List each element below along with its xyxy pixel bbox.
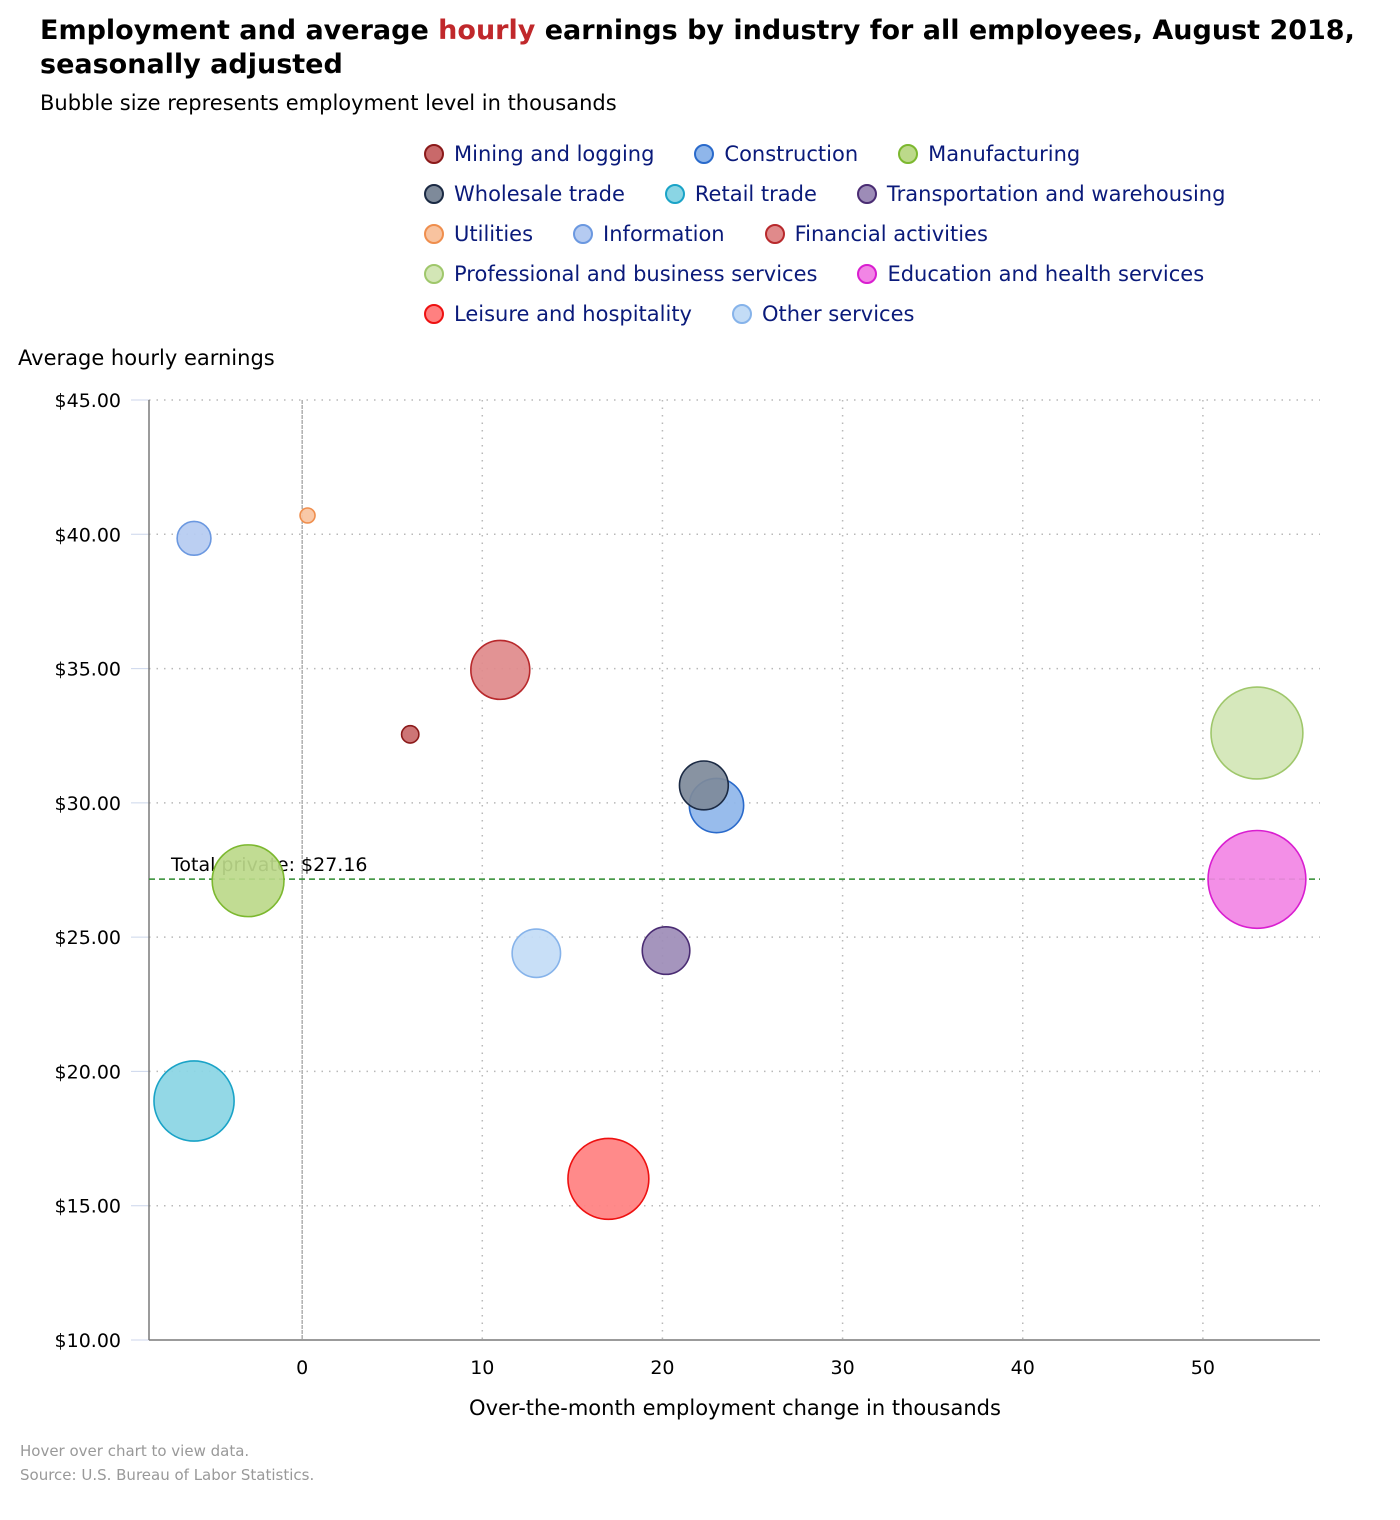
legend-marker bbox=[898, 144, 919, 164]
legend-item-transportation-and-warehousing[interactable]: Transportation and warehousing bbox=[856, 182, 1226, 206]
legend-row: Wholesale trade Retail trade Transportat… bbox=[424, 174, 1384, 214]
x-axis-label: Over-the-month employment change in thou… bbox=[469, 1396, 1001, 1420]
legend-item-other-services[interactable]: Other services bbox=[731, 302, 915, 326]
legend-item-manufacturing[interactable]: Manufacturing bbox=[898, 142, 1080, 166]
legend-label: Retail trade bbox=[694, 182, 817, 206]
bubble-transportation-and-warehousing[interactable] bbox=[641, 925, 691, 976]
title-part-1: Employment and average bbox=[40, 15, 439, 46]
legend-marker bbox=[424, 184, 444, 204]
bubble-leisure-and-hospitality[interactable] bbox=[567, 1137, 650, 1221]
bubble-wholesale-trade[interactable] bbox=[678, 760, 730, 811]
bubble-financial-activities[interactable] bbox=[470, 639, 531, 701]
legend-label: Mining and logging bbox=[454, 142, 655, 166]
x-tick-label: 40 bbox=[1011, 1357, 1035, 1379]
legend-label: Transportation and warehousing bbox=[886, 182, 1226, 206]
legend-label: Education and health services bbox=[887, 262, 1205, 286]
legend-label: Information bbox=[603, 222, 725, 246]
bubble-information[interactable] bbox=[176, 520, 212, 557]
legend-label: Utilities bbox=[454, 222, 534, 246]
bubble-education-and-health-services[interactable] bbox=[1207, 829, 1307, 930]
bubble-manufacturing[interactable] bbox=[211, 844, 285, 918]
legend-item-professional-and-business-services[interactable]: Professional and business services bbox=[424, 262, 817, 286]
legend-item-education-and-health-services[interactable]: Education and health services bbox=[857, 262, 1204, 286]
legend-marker bbox=[424, 304, 444, 324]
bubble-other-services[interactable] bbox=[511, 928, 562, 979]
legend-marker bbox=[664, 184, 685, 204]
legend-marker bbox=[764, 224, 785, 244]
legend-row: Leisure and hospitality Other services bbox=[424, 294, 1384, 334]
legend-item-wholesale-trade[interactable]: Wholesale trade bbox=[424, 182, 625, 206]
y-tick-label: $10.00 bbox=[55, 1330, 121, 1352]
legend-item-financial-activities[interactable]: Financial activities bbox=[764, 222, 988, 246]
legend-item-leisure-and-hospitality[interactable]: Leisure and hospitality bbox=[424, 302, 692, 326]
y-tick-label: $40.00 bbox=[55, 524, 121, 546]
x-tick-label: 50 bbox=[1191, 1357, 1215, 1379]
legend-marker bbox=[424, 144, 444, 164]
legend-row: Utilities Information Financial activiti… bbox=[424, 214, 1384, 254]
x-tick-label: 0 bbox=[296, 1357, 308, 1379]
y-tick-label: $45.00 bbox=[55, 390, 121, 412]
legend-marker bbox=[694, 144, 715, 164]
legend-marker bbox=[424, 224, 444, 244]
chart-title: Employment and average hourly earnings b… bbox=[40, 14, 1390, 82]
bubble-mining-and-logging[interactable] bbox=[400, 724, 420, 744]
bubble-utilities[interactable] bbox=[299, 507, 316, 524]
legend-label: Financial activities bbox=[794, 222, 988, 246]
legend-label: Wholesale trade bbox=[454, 182, 625, 206]
x-tick-label: 20 bbox=[650, 1357, 674, 1379]
source-note: Source: U.S. Bureau of Labor Statistics. bbox=[20, 1466, 315, 1484]
y-tick-label: $15.00 bbox=[55, 1196, 121, 1218]
legend-marker bbox=[857, 264, 878, 284]
legend-item-information[interactable]: Information bbox=[573, 222, 725, 246]
bubble-retail-trade[interactable] bbox=[153, 1060, 235, 1142]
x-tick-label: 10 bbox=[470, 1357, 494, 1379]
x-tick-label: 30 bbox=[830, 1357, 854, 1379]
y-axis-label: Average hourly earnings bbox=[18, 346, 275, 370]
legend: Mining and logging Construction Manufact… bbox=[424, 134, 1384, 334]
legend-item-mining-and-logging[interactable]: Mining and logging bbox=[424, 142, 654, 166]
legend-label: Leisure and hospitality bbox=[454, 302, 692, 326]
legend-marker bbox=[856, 184, 877, 204]
legend-label: Construction bbox=[724, 142, 859, 166]
legend-label: Manufacturing bbox=[928, 142, 1081, 166]
y-tick-label: $20.00 bbox=[55, 1061, 121, 1083]
legend-row: Professional and business services Educa… bbox=[424, 254, 1384, 294]
bubble-professional-and-business-services[interactable] bbox=[1210, 686, 1304, 780]
hover-hint: Hover over chart to view data. bbox=[20, 1442, 250, 1460]
title-part-2: earnings by industry for all employees, … bbox=[40, 15, 1355, 80]
legend-item-utilities[interactable]: Utilities bbox=[424, 222, 533, 246]
y-tick-label: $35.00 bbox=[55, 659, 121, 681]
legend-marker bbox=[573, 224, 594, 244]
chart-subtitle: Bubble size represents employment level … bbox=[40, 91, 617, 115]
y-tick-label: $25.00 bbox=[55, 927, 121, 949]
legend-item-retail-trade[interactable]: Retail trade bbox=[664, 182, 817, 206]
legend-item-construction[interactable]: Construction bbox=[694, 142, 858, 166]
legend-marker bbox=[424, 264, 444, 284]
y-tick-label: $30.00 bbox=[55, 793, 121, 815]
legend-row: Mining and logging Construction Manufact… bbox=[424, 134, 1384, 174]
legend-label: Professional and business services bbox=[454, 262, 818, 286]
legend-label: Other services bbox=[761, 302, 915, 326]
title-highlight: hourly bbox=[438, 15, 536, 46]
legend-marker bbox=[731, 304, 752, 324]
